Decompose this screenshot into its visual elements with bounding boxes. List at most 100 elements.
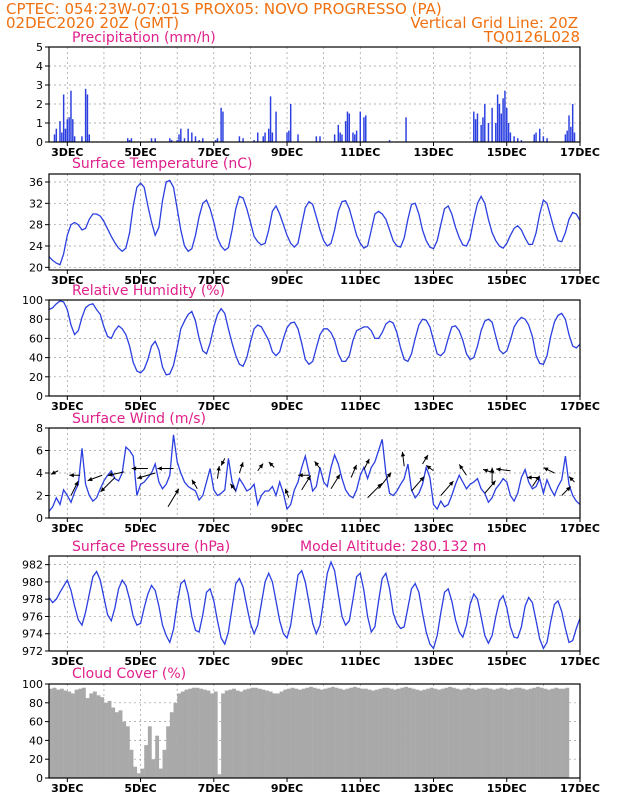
wind-arrow-head [69, 473, 74, 478]
precipitation-bar [533, 134, 535, 142]
precipitation-bar [289, 104, 292, 142]
cloud-cover-bar [56, 689, 61, 778]
temperature-xtick-label: 15DEC [487, 274, 527, 287]
temperature-xtick-label: 9DEC [271, 274, 303, 287]
cloud-cover-bar [290, 687, 295, 778]
cloud-cover-bar [396, 688, 401, 778]
cloud-cover-bar [422, 689, 427, 778]
cloud-cover-bar [561, 688, 566, 778]
cloud-cover-bar [103, 702, 108, 778]
precipitation-bar [264, 132, 266, 142]
wind-arrow-head [191, 479, 197, 485]
precipitation-bar [180, 128, 182, 142]
cloud-cover-bar [63, 690, 68, 778]
precipitation-bar [348, 113, 351, 142]
cloud-cover-bar [345, 688, 350, 778]
precipitation-bar [502, 98, 504, 142]
wind-arrow-head [543, 467, 549, 472]
wind-arrow-head [419, 476, 425, 482]
cloud-cover-xtick-label: 9DEC [271, 782, 303, 795]
precipitation-bar [267, 128, 270, 142]
precipitation-ytick-label: 4 [36, 60, 43, 73]
wind-arrow-head [239, 462, 244, 468]
precipitation-xtick-label: 3DEC [51, 146, 83, 159]
precipitation-bar [573, 132, 576, 142]
header-grid-note: Vertical Grid Line: 20Z [410, 14, 578, 32]
cloud-cover-bar [136, 773, 141, 778]
cloud-cover-ytick-label: 60 [29, 716, 43, 729]
temperature-xtick-label: 3DEC [51, 274, 83, 287]
cloud-cover-bar [470, 688, 474, 778]
cloud-cover-bar [448, 686, 453, 778]
wind-arrow-head [157, 466, 162, 471]
cloud-cover-bar [539, 687, 544, 778]
precipitation-ytick-label: 3 [36, 79, 43, 92]
pressure-xtick-label: 15DEC [487, 655, 527, 668]
wind-arrow-head [335, 474, 340, 480]
precipitation-bar [81, 136, 83, 142]
humidity-ytick-label: 40 [29, 352, 43, 365]
cloud-cover-bar [429, 687, 434, 778]
precipitation-bar [150, 138, 153, 142]
cloud-cover-bar [246, 688, 251, 778]
wind-arrow-head [365, 458, 370, 464]
cloud-cover-bar [210, 693, 214, 778]
temperature-xtick-label: 11DEC [340, 274, 380, 287]
cloud-cover-bar [283, 689, 288, 778]
cloud-cover-bar [477, 688, 482, 778]
wind-arrow-head [489, 467, 495, 473]
cloud-cover-bar [155, 735, 160, 778]
cloud-cover-bar [389, 688, 394, 778]
precipitation-bar [269, 96, 272, 142]
humidity-xtick-label: 11DEC [340, 400, 380, 413]
cloud-cover-bar [495, 688, 500, 778]
cloud-cover-bar [100, 697, 105, 778]
cloud-cover-bar [558, 688, 562, 778]
precipitation-bar [176, 140, 178, 142]
precipitation-bar [337, 124, 340, 142]
cloud-cover-bar [125, 726, 130, 778]
wind-arrow-head [377, 483, 382, 489]
humidity-xtick-label: 3DEC [51, 400, 83, 413]
cloud-cover-bar [133, 766, 138, 778]
cloud-cover-bar [122, 721, 127, 778]
precipitation-bar [61, 132, 63, 142]
pressure-frame [48, 555, 581, 652]
cloud-cover-bar [319, 689, 324, 778]
wind-arrow-head [496, 467, 501, 472]
wind-line [48, 434, 581, 512]
cloud-cover-bar [418, 690, 423, 778]
precipitation-xtick-label: 11DEC [340, 146, 380, 159]
cloud-cover-bar [309, 686, 313, 778]
wind-ytick-label: 2 [36, 490, 43, 503]
model-altitude-label: Model Altitude: 280.132 m [300, 539, 486, 555]
cloud-cover-bar [415, 689, 420, 778]
cloud-cover-bar [378, 688, 383, 778]
cloud-cover-bar [140, 768, 145, 778]
precipitation-bar [53, 134, 56, 142]
cloud-cover-bar [356, 687, 361, 778]
precipitation-bar [339, 132, 341, 142]
header-model-code: TQ0126L028 [483, 28, 580, 46]
precipitation-bar [496, 94, 499, 142]
cloud-cover-xtick-label: 15DEC [487, 782, 527, 795]
precipitation-bar [535, 132, 537, 142]
humidity-ytick-label: 100 [22, 294, 43, 307]
cloud-cover-xtick-label: 3DEC [51, 782, 83, 795]
precipitation-bar [513, 136, 515, 142]
cloud-cover-bar [503, 688, 507, 778]
precipitation-panel: Precipitation (mm/h) 0 1 2 3 4 5 3DEC 5DEC 7DEC 9… [36, 30, 600, 159]
cloud-cover-bar [70, 693, 75, 778]
temperature-ytick-label: 20 [29, 261, 43, 274]
cloud-cover-bar [59, 688, 64, 778]
cloud-cover-bar [287, 688, 291, 778]
cloud-cover-bar [338, 688, 343, 778]
precipitation-bar [352, 132, 354, 142]
precipitation-bar [262, 136, 264, 142]
wind-arrow-head [306, 475, 311, 481]
wind-arrow-head [131, 466, 137, 471]
pressure-ytick-label: 976 [22, 610, 43, 623]
precipitation-bar [473, 111, 475, 142]
cloud-cover-bar [162, 749, 167, 778]
